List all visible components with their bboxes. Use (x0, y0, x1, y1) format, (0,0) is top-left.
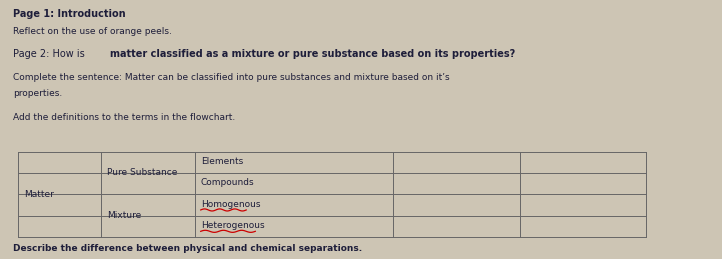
Text: Page 1: Introduction: Page 1: Introduction (13, 9, 126, 19)
Text: Describe the difference between physical and chemical separations.: Describe the difference between physical… (13, 243, 362, 253)
Text: Add the definitions to the terms in the flowchart.: Add the definitions to the terms in the … (13, 113, 235, 122)
Text: Page 2: How is: Page 2: How is (13, 49, 88, 59)
Text: Mixture: Mixture (107, 211, 141, 220)
Text: matter classified as a mixture or pure substance based on its properties?: matter classified as a mixture or pure s… (110, 49, 515, 59)
Text: properties.: properties. (13, 89, 62, 98)
Text: Elements: Elements (201, 157, 243, 166)
Text: Matter: Matter (24, 190, 53, 199)
Text: Complete the sentence: Matter can be classified into pure substances and mixture: Complete the sentence: Matter can be cla… (13, 73, 450, 82)
Text: Heterogenous: Heterogenous (201, 221, 264, 230)
Text: Compounds: Compounds (201, 178, 254, 187)
Text: Reflect on the use of orange peels.: Reflect on the use of orange peels. (13, 27, 172, 36)
Text: Pure Substance: Pure Substance (107, 168, 177, 177)
Text: Homogenous: Homogenous (201, 200, 260, 208)
